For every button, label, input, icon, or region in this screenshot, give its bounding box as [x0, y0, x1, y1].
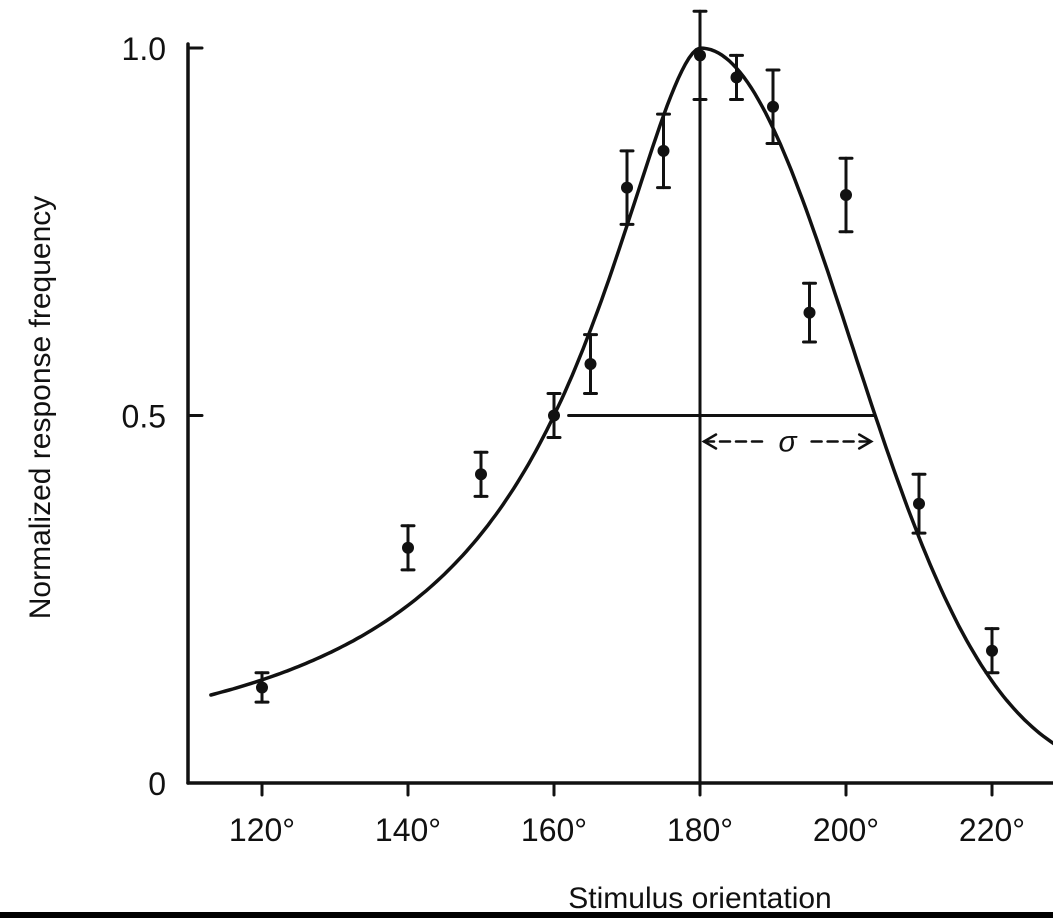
data-point: [984, 627, 1000, 675]
data-point: [656, 112, 671, 190]
data-point: [583, 333, 598, 395]
data-marker: [803, 306, 816, 319]
data-marker: [621, 181, 633, 194]
data-marker: [913, 497, 925, 510]
x-tick-label: 160°: [521, 812, 587, 848]
sigma-label: σ: [779, 426, 799, 459]
data-marker: [840, 189, 852, 201]
bottom-edge-bar: [0, 912, 1053, 918]
data-marker: [475, 468, 487, 481]
x-tick-label: 140°: [375, 812, 441, 848]
y-tick-label: 0: [148, 766, 166, 802]
x-tick-label: 120°: [229, 812, 295, 848]
data-marker: [402, 541, 414, 554]
data-point: [838, 156, 854, 234]
data-point: [546, 391, 562, 440]
data-point: [765, 68, 781, 146]
x-ticks: 120° 140° 160° 180° 200° 220°: [229, 781, 1025, 848]
x-tick-label: 180°: [667, 812, 733, 848]
data-points: [254, 9, 1000, 704]
y-axis-title: Normalized response frequency: [24, 196, 57, 620]
data-marker: [767, 100, 779, 113]
data-point: [619, 149, 635, 226]
data-marker: [584, 358, 597, 371]
data-marker: [694, 49, 706, 62]
data-point: [400, 524, 416, 572]
data-marker: [256, 681, 268, 694]
x-tick-label: 220°: [959, 812, 1025, 848]
annotations: σ: [567, 46, 877, 785]
data-marker: [730, 71, 743, 84]
data-point: [254, 671, 270, 704]
y-ticks: 0 0.5 1.0: [122, 31, 204, 802]
sigma-arrowhead-right: [857, 433, 874, 450]
data-marker: [986, 644, 998, 657]
data-marker: [657, 144, 670, 157]
axes: 0 0.5 1.0 120° 140° 160° 180° 200° 220°: [122, 31, 1053, 848]
sigma-arrowhead-left: [701, 433, 718, 450]
fitted-curve: [209, 46, 1053, 746]
y-tick-label: 1.0: [122, 31, 166, 67]
data-point: [473, 450, 489, 498]
data-point: [692, 9, 708, 101]
y-tick-label: 0.5: [122, 399, 166, 435]
data-point: [911, 472, 927, 535]
data-point: [729, 53, 744, 101]
data-point: [802, 281, 817, 344]
x-axis-title: Stimulus orientation: [568, 882, 831, 915]
data-marker: [548, 409, 560, 422]
x-tick-label: 200°: [813, 812, 879, 848]
